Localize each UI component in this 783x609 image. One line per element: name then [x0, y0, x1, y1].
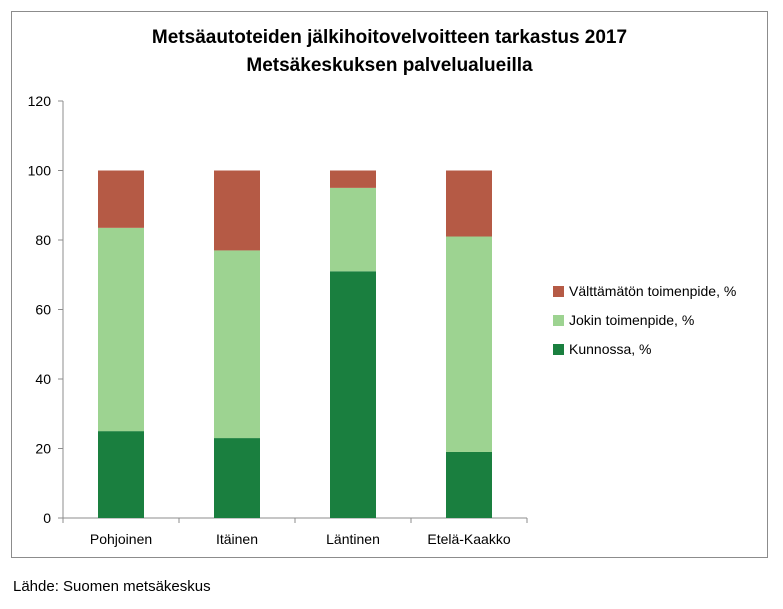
bar-segment	[330, 170, 376, 188]
bar-segment	[330, 187, 376, 272]
legend-label: Kunnossa, %	[569, 341, 652, 357]
y-tick-label: 100	[28, 163, 52, 179]
y-tick-label: 20	[35, 441, 51, 457]
bar-segment	[98, 170, 144, 228]
bar-segment	[446, 170, 492, 237]
chart-title: Metsäautoteiden jälkihoitovelvoitteen ta…	[151, 27, 628, 48]
y-tick-label: 40	[35, 371, 51, 387]
axes: 0 20 40 60 80 100 120 Pohjoinen Itäinen Läntinen E…	[28, 93, 528, 547]
bar-segment	[214, 170, 260, 251]
bar-segment	[330, 271, 376, 518]
legend-label: Jokin toimenpide, %	[569, 312, 694, 328]
legend-swatch	[553, 315, 564, 326]
chart-title-block: Metsäautoteiden jälkihoitovelvoitteen ta…	[11, 24, 768, 80]
x-tick-label: Läntinen	[326, 531, 380, 547]
x-tick-label: Pohjoinen	[90, 531, 152, 547]
x-tick-label: Etelä-Kaakko	[427, 531, 510, 547]
bar-segment	[214, 438, 260, 518]
y-tick-label: 120	[28, 93, 52, 109]
legend-swatch	[553, 344, 564, 355]
y-tick-label: 0	[43, 510, 51, 526]
legend-label: Välttämätön toimenpide, %	[569, 283, 736, 299]
bar-segment	[446, 236, 492, 452]
bar-segment	[98, 227, 144, 432]
legend: Välttämätön toimenpide, % Jokin toimenpid…	[553, 283, 736, 357]
bar-segment	[446, 451, 492, 518]
bar-segment	[214, 250, 260, 439]
source-note: Lähde: Suomen metsäkeskus	[13, 578, 211, 595]
y-tick-label: 80	[35, 232, 51, 248]
bars	[98, 170, 492, 518]
chart-subtitle: Metsäkeskuksen palvelualueilla	[246, 55, 533, 76]
y-tick-label: 60	[35, 302, 51, 318]
bar-segment	[98, 431, 144, 518]
x-tick-label: Itäinen	[216, 531, 258, 547]
legend-swatch	[553, 286, 564, 297]
chart-frame	[11, 11, 768, 558]
